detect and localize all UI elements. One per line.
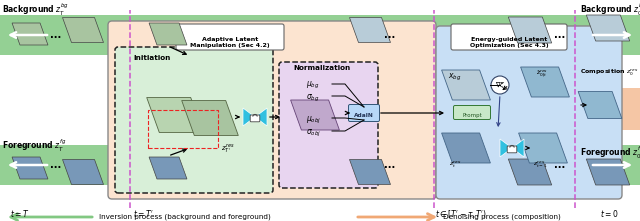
FancyBboxPatch shape <box>176 24 284 50</box>
Text: Normalization: Normalization <box>293 65 350 71</box>
Polygon shape <box>63 160 104 185</box>
FancyBboxPatch shape <box>250 115 260 122</box>
Text: ...: ... <box>554 160 566 170</box>
Polygon shape <box>518 133 568 163</box>
FancyBboxPatch shape <box>436 26 622 199</box>
FancyBboxPatch shape <box>507 146 517 153</box>
Polygon shape <box>586 159 630 185</box>
Polygon shape <box>442 133 490 163</box>
Text: $\mu_{obj}$: $\mu_{obj}$ <box>306 115 321 126</box>
Text: $\nabla\xi$: $\nabla\xi$ <box>495 80 506 90</box>
Text: Inversion process (background and foreground): Inversion process (background and foregr… <box>99 213 271 219</box>
Text: Energy-guided Latent
Optimization (Sec 4.3): Energy-guided Latent Optimization (Sec 4… <box>470 37 548 48</box>
Text: $z_{t-1}^{res}$: $z_{t-1}^{res}$ <box>532 160 547 170</box>
Polygon shape <box>243 108 255 126</box>
Polygon shape <box>149 157 187 179</box>
Text: $\sigma_{bg}$: $\sigma_{bg}$ <box>306 93 319 104</box>
Polygon shape <box>512 139 524 157</box>
FancyBboxPatch shape <box>454 105 490 120</box>
Text: ...: ... <box>554 30 566 40</box>
Text: $t = T'$: $t = T'$ <box>133 208 154 219</box>
Polygon shape <box>520 67 570 97</box>
Text: ...: ... <box>51 160 61 170</box>
Text: $z_{T^{\prime}}^{res}$: $z_{T^{\prime}}^{res}$ <box>221 143 235 155</box>
FancyBboxPatch shape <box>115 47 273 193</box>
Polygon shape <box>349 160 390 185</box>
Polygon shape <box>349 17 390 42</box>
Text: Background $z_T^{bg}$: Background $z_T^{bg}$ <box>2 2 69 18</box>
Text: $z_t^{res}$: $z_t^{res}$ <box>449 160 461 170</box>
Bar <box>0 15 640 55</box>
Polygon shape <box>63 17 104 42</box>
Polygon shape <box>255 108 267 126</box>
Polygon shape <box>12 157 48 179</box>
Bar <box>148 110 218 148</box>
Text: $t = T$: $t = T$ <box>10 208 29 219</box>
Text: Initiation: Initiation <box>133 55 170 61</box>
Text: $t \in [T' - \tau, T')$: $t \in [T' - \tau, T')$ <box>435 208 487 220</box>
Text: Foreground $z_T^{fg}$: Foreground $z_T^{fg}$ <box>2 138 67 154</box>
FancyBboxPatch shape <box>451 24 567 50</box>
Text: Adaptive Latent
Manipulation (Sec 4.2): Adaptive Latent Manipulation (Sec 4.2) <box>190 37 270 48</box>
Text: $\hat{z}_{0|t}^{res}$: $\hat{z}_{0|t}^{res}$ <box>536 68 548 78</box>
Bar <box>130 88 640 130</box>
Text: ...: ... <box>51 30 61 40</box>
FancyBboxPatch shape <box>279 62 378 188</box>
Text: $\sigma_{obj}$: $\sigma_{obj}$ <box>306 128 321 139</box>
FancyBboxPatch shape <box>108 21 436 199</box>
Polygon shape <box>500 139 512 157</box>
Circle shape <box>491 76 509 94</box>
Polygon shape <box>149 23 187 45</box>
Polygon shape <box>578 91 622 118</box>
Polygon shape <box>182 101 238 135</box>
Text: $t = 0$: $t = 0$ <box>600 208 619 219</box>
Bar <box>0 145 640 185</box>
Text: Denoising process (composition): Denoising process (composition) <box>443 213 561 219</box>
Polygon shape <box>291 100 339 130</box>
Text: Prompt: Prompt <box>462 113 482 118</box>
Text: AdaIN: AdaIN <box>354 113 374 118</box>
Text: Foreground $z_0^{fg}$: Foreground $z_0^{fg}$ <box>580 145 640 161</box>
Polygon shape <box>442 70 490 100</box>
Polygon shape <box>12 23 48 45</box>
Text: $x_{bg}$: $x_{bg}$ <box>449 72 461 83</box>
Text: $\mu_{bg}$: $\mu_{bg}$ <box>306 80 319 91</box>
Polygon shape <box>586 15 630 41</box>
Text: ...: ... <box>385 30 396 40</box>
Text: ...: ... <box>385 160 396 170</box>
FancyBboxPatch shape <box>349 105 380 122</box>
Polygon shape <box>508 159 552 185</box>
Polygon shape <box>508 17 552 43</box>
Polygon shape <box>147 97 204 133</box>
Text: Composition $z_0^{res}$: Composition $z_0^{res}$ <box>580 68 638 78</box>
Text: Background $z_0^{bg}$: Background $z_0^{bg}$ <box>580 2 640 18</box>
